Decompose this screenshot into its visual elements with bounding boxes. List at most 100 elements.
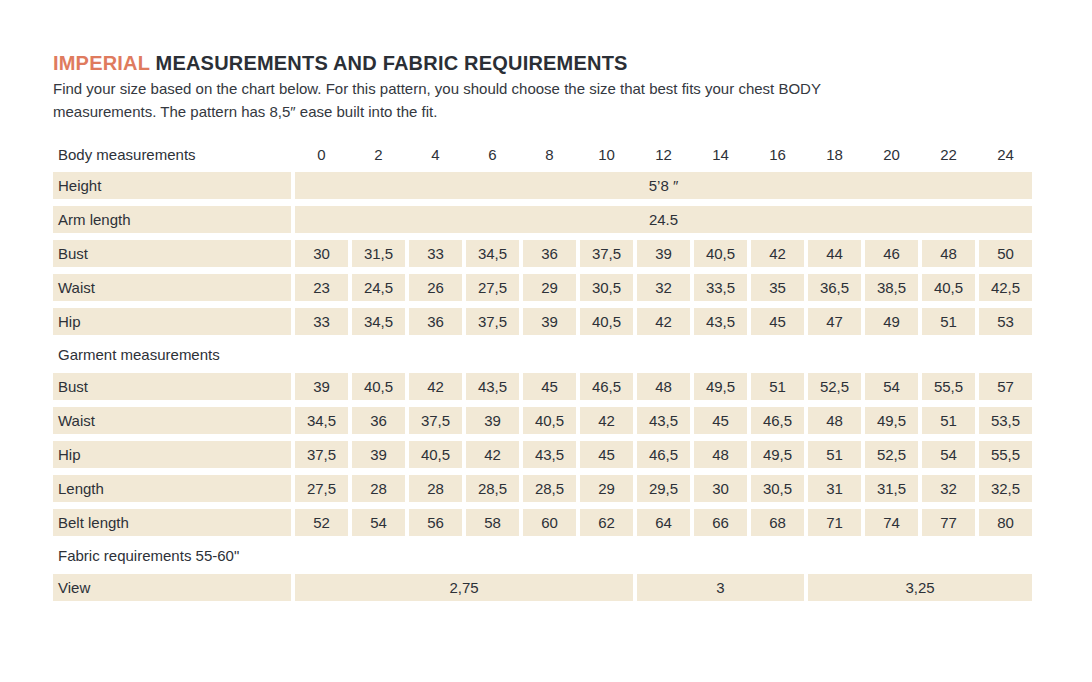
value-cell: 80 xyxy=(979,509,1032,536)
table-row: Bust3940,54243,54546,54849,55152,55455,5… xyxy=(53,373,1032,400)
value-cell: 27,5 xyxy=(466,274,519,301)
size-column-header: 24 xyxy=(979,144,1032,165)
value-cell: 30 xyxy=(694,475,747,502)
value-cell: 45 xyxy=(751,308,804,335)
value-cell: 39 xyxy=(523,308,576,335)
page-description-line2: measurements. The pattern has 8,5″ ease … xyxy=(53,101,1043,124)
value-cell: 24,5 xyxy=(352,274,405,301)
value-cell: 50 xyxy=(979,240,1032,267)
value-cell: 52,5 xyxy=(808,373,861,400)
table-row: Hip37,53940,54243,54546,54849,55152,5545… xyxy=(53,441,1032,468)
value-cell: 55,5 xyxy=(979,441,1032,468)
value-cell: 32 xyxy=(637,274,690,301)
size-column-header: 0 xyxy=(295,144,348,165)
value-cell: 30,5 xyxy=(580,274,633,301)
value-cell: 28,5 xyxy=(466,475,519,502)
value-cell: 36 xyxy=(409,308,462,335)
table-row: Height5’8 ″ xyxy=(53,172,1032,199)
value-cell: 46,5 xyxy=(580,373,633,400)
value-cell: 54 xyxy=(922,441,975,468)
value-cell: 45 xyxy=(580,441,633,468)
measurements-table: Body measurements024681012141618202224He… xyxy=(49,137,1036,608)
page-title-rest: MEASUREMENTS AND FABRIC REQUIREMENTS xyxy=(150,52,628,74)
value-cell: 23 xyxy=(295,274,348,301)
value-cell: 34,5 xyxy=(352,308,405,335)
value-cell: 43,5 xyxy=(523,441,576,468)
value-cell: 37,5 xyxy=(580,240,633,267)
value-cell: 74 xyxy=(865,509,918,536)
row-label: Height xyxy=(53,172,291,199)
size-column-header: 8 xyxy=(523,144,576,165)
value-cell: 39 xyxy=(352,441,405,468)
value-cell: 29,5 xyxy=(637,475,690,502)
value-cell: 28 xyxy=(409,475,462,502)
value-cell: 40,5 xyxy=(352,373,405,400)
value-cell: 42,5 xyxy=(979,274,1032,301)
value-cell: 51 xyxy=(922,407,975,434)
merged-value-cell: 5’8 ″ xyxy=(295,172,1032,199)
section-header-label: Fabric requirements 55-60" xyxy=(53,543,1032,567)
value-cell: 56 xyxy=(409,509,462,536)
table-row: Belt length52545658606264666871747780 xyxy=(53,509,1032,536)
size-column-header: 12 xyxy=(637,144,690,165)
value-cell: 38,5 xyxy=(865,274,918,301)
value-cell: 36 xyxy=(352,407,405,434)
value-cell: 66 xyxy=(694,509,747,536)
value-cell: 48 xyxy=(694,441,747,468)
value-cell: 39 xyxy=(295,373,348,400)
value-cell: 32 xyxy=(922,475,975,502)
page-title: IMPERIAL MEASUREMENTS AND FABRIC REQUIRE… xyxy=(53,52,1043,75)
value-cell: 42 xyxy=(409,373,462,400)
value-cell: 33 xyxy=(409,240,462,267)
row-label: Arm length xyxy=(53,206,291,233)
value-cell: 57 xyxy=(979,373,1032,400)
span-value-cell: 2,75 xyxy=(295,574,633,601)
value-cell: 54 xyxy=(352,509,405,536)
table-row: Waist34,53637,53940,54243,54546,54849,55… xyxy=(53,407,1032,434)
value-cell: 43,5 xyxy=(466,373,519,400)
value-cell: 51 xyxy=(751,373,804,400)
row-label: Waist xyxy=(53,274,291,301)
value-cell: 46 xyxy=(865,240,918,267)
row-label: Waist xyxy=(53,407,291,434)
value-cell: 55,5 xyxy=(922,373,975,400)
value-cell: 53 xyxy=(979,308,1032,335)
size-column-header: 2 xyxy=(352,144,405,165)
value-cell: 52,5 xyxy=(865,441,918,468)
table-row: Length27,5282828,528,52929,53030,53131,5… xyxy=(53,475,1032,502)
value-cell: 37,5 xyxy=(409,407,462,434)
value-cell: 40,5 xyxy=(694,240,747,267)
table-row: Hip3334,53637,53940,54243,54547495153 xyxy=(53,308,1032,335)
table-row: Waist2324,52627,52930,53233,53536,538,54… xyxy=(53,274,1032,301)
value-cell: 36 xyxy=(523,240,576,267)
size-column-header: 4 xyxy=(409,144,462,165)
value-cell: 42 xyxy=(580,407,633,434)
table-body: Body measurements024681012141618202224He… xyxy=(53,144,1032,601)
table-row: Bust3031,53334,53637,53940,54244464850 xyxy=(53,240,1032,267)
value-cell: 40,5 xyxy=(922,274,975,301)
column-header-label: Body measurements xyxy=(53,144,291,165)
value-cell: 29 xyxy=(523,274,576,301)
value-cell: 49,5 xyxy=(694,373,747,400)
row-label: View xyxy=(53,574,291,601)
value-cell: 45 xyxy=(523,373,576,400)
merged-value-cell: 24.5 xyxy=(295,206,1032,233)
value-cell: 49,5 xyxy=(865,407,918,434)
row-label: Length xyxy=(53,475,291,502)
value-cell: 39 xyxy=(466,407,519,434)
size-column-header: 18 xyxy=(808,144,861,165)
value-cell: 49 xyxy=(865,308,918,335)
value-cell: 60 xyxy=(523,509,576,536)
value-cell: 48 xyxy=(637,373,690,400)
section-header-row: Garment measurements xyxy=(53,342,1032,366)
value-cell: 40,5 xyxy=(523,407,576,434)
size-column-header: 20 xyxy=(865,144,918,165)
value-cell: 71 xyxy=(808,509,861,536)
value-cell: 28,5 xyxy=(523,475,576,502)
value-cell: 46,5 xyxy=(751,407,804,434)
value-cell: 53,5 xyxy=(979,407,1032,434)
section-header-label: Garment measurements xyxy=(53,342,1032,366)
value-cell: 48 xyxy=(808,407,861,434)
value-cell: 51 xyxy=(922,308,975,335)
value-cell: 34,5 xyxy=(295,407,348,434)
